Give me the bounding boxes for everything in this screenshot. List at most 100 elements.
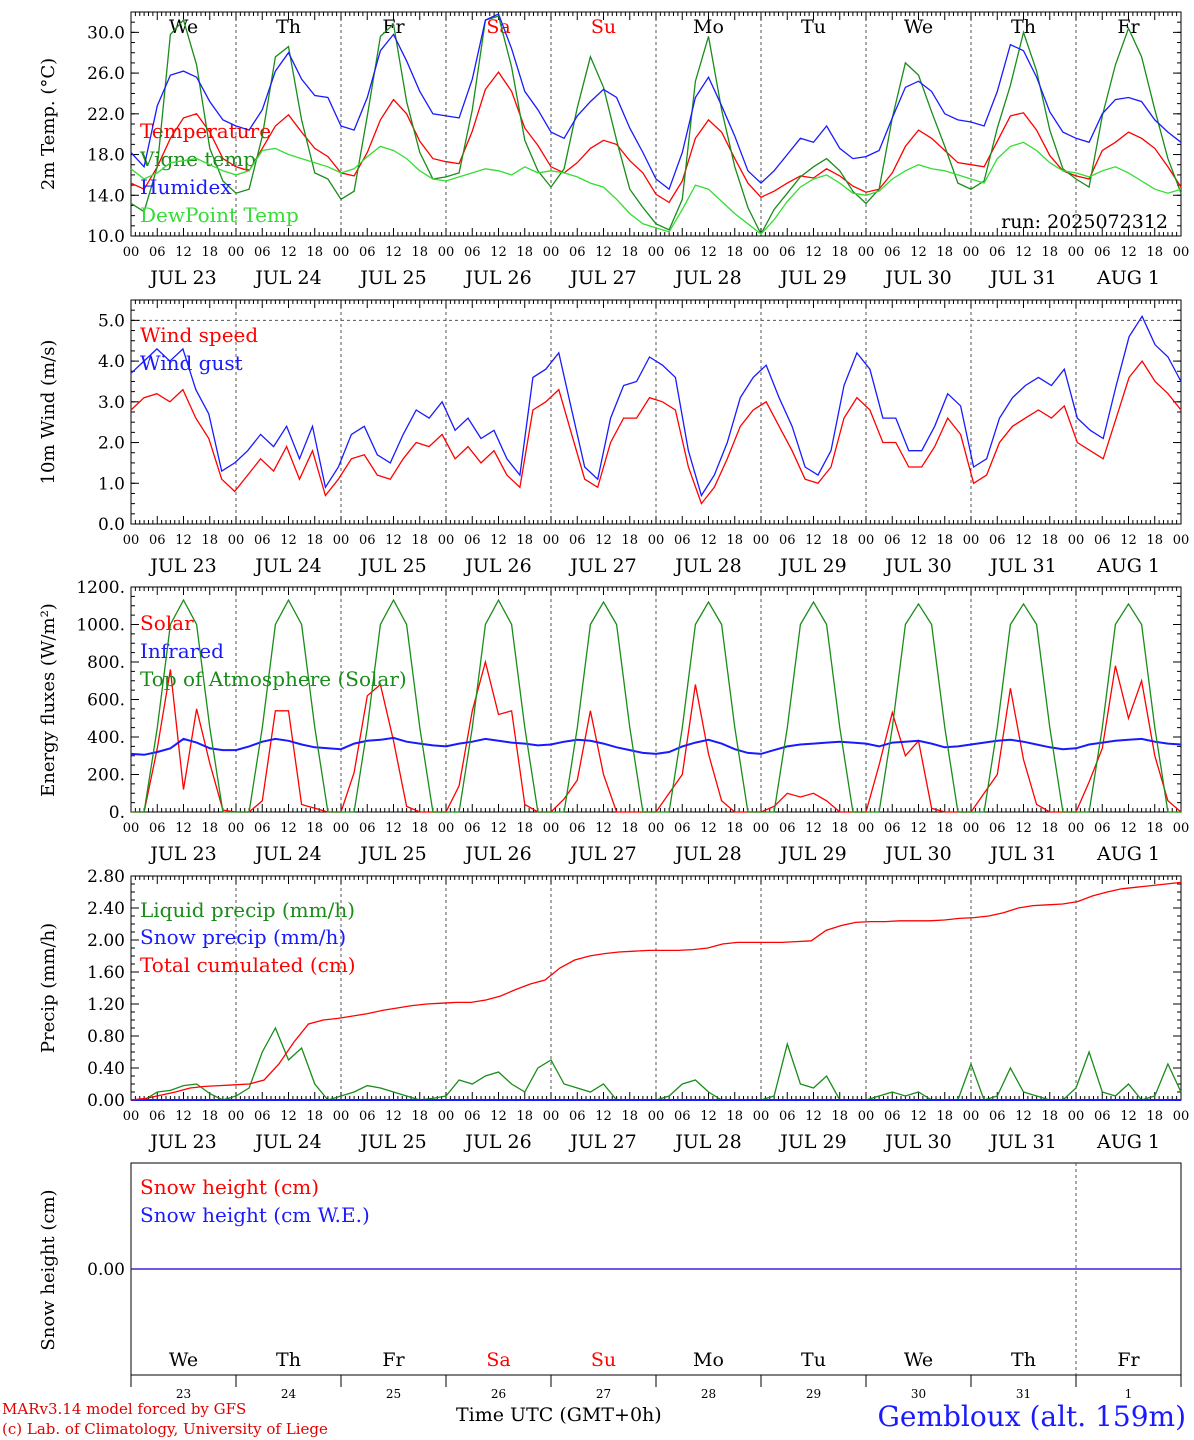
hour-label: 00 (333, 245, 350, 260)
hour-label: 06 (779, 533, 796, 548)
date-label: JUL 23 (148, 843, 216, 865)
legend-entry: DewPoint Temp (140, 203, 299, 227)
hour-label: 06 (569, 1109, 586, 1124)
hour-label: 00 (438, 533, 455, 548)
hour-label: 00 (228, 533, 245, 548)
weekday-label: Fr (382, 1349, 405, 1371)
hour-label: 12 (595, 1109, 612, 1124)
hour-label: 00 (858, 533, 875, 548)
y-tick-label: 800. (87, 653, 125, 673)
date-label: AUG 1 (1096, 1131, 1160, 1153)
date-label: JUL 23 (148, 1131, 216, 1153)
hour-label: 12 (175, 1109, 192, 1124)
hour-label: 06 (359, 821, 376, 836)
hour-label: 06 (149, 1109, 166, 1124)
hour-label: 12 (280, 1109, 297, 1124)
legend-entry: Snow height (cm W.E.) (140, 1203, 370, 1227)
hour-label: 18 (1041, 821, 1058, 836)
hour-label: 12 (595, 245, 612, 260)
legend-entry: Solar (140, 611, 194, 635)
hour-label: 06 (674, 533, 691, 548)
date-label: JUL 30 (883, 555, 951, 577)
hour-label: 06 (1094, 245, 1111, 260)
hour-label: 18 (201, 245, 218, 260)
date-label: JUL 26 (463, 843, 531, 865)
y-tick-label: 30.0 (87, 23, 125, 43)
y-tick-label: 14.0 (87, 186, 125, 206)
y-axis-title: 10m Wind (m/s) (38, 340, 59, 485)
hour-label: 00 (228, 1109, 245, 1124)
hour-label: 00 (228, 821, 245, 836)
hour-label: 06 (464, 533, 481, 548)
y-tick-label: 1.20 (87, 995, 125, 1015)
hour-label: 06 (569, 821, 586, 836)
hour-label: 12 (910, 533, 927, 548)
hour-label: 12 (595, 821, 612, 836)
series-line (131, 598, 1181, 813)
hour-label: 12 (175, 533, 192, 548)
hour-label: 00 (1173, 1109, 1190, 1124)
date-label: JUL 24 (253, 843, 321, 865)
y-tick-label: 200. (87, 766, 125, 786)
weekday-label: Mo (693, 16, 724, 38)
hour-label: 12 (910, 1109, 927, 1124)
hour-label: 12 (805, 821, 822, 836)
hour-label: 18 (621, 533, 638, 548)
hour-label: 00 (1173, 245, 1190, 260)
weekday-label: We (904, 1349, 933, 1371)
hour-label: 06 (1094, 533, 1111, 548)
hour-label: 00 (543, 821, 560, 836)
hour-label: 18 (831, 1109, 848, 1124)
hour-label: 12 (490, 245, 507, 260)
hour-label: 06 (569, 533, 586, 548)
hour-label: 18 (411, 1109, 428, 1124)
hour-label: 18 (1146, 533, 1163, 548)
date-label: AUG 1 (1096, 843, 1160, 865)
y-tick-label: 1000. (76, 616, 125, 636)
y-tick-label: 1.0 (98, 474, 125, 494)
hour-label: 18 (516, 1109, 533, 1124)
hour-label: 18 (201, 533, 218, 548)
hour-label: 00 (963, 1109, 980, 1124)
weekday-label: Su (591, 1349, 616, 1371)
hour-label: 12 (1015, 1109, 1032, 1124)
hour-label: 12 (805, 533, 822, 548)
date-label: JUL 28 (673, 843, 741, 865)
hour-label: 06 (884, 533, 901, 548)
hour-label: 18 (306, 245, 323, 260)
date-label: JUL 31 (988, 1131, 1056, 1153)
hour-label: 06 (359, 245, 376, 260)
date-label: JUL 25 (358, 555, 426, 577)
hour-label: 06 (464, 1109, 481, 1124)
weekday-label: Th (276, 16, 301, 38)
hour-label: 00 (123, 533, 140, 548)
hour-label: 12 (490, 533, 507, 548)
hour-label: 00 (1068, 533, 1085, 548)
date-label: JUL 27 (568, 843, 636, 865)
date-label: JUL 31 (988, 555, 1056, 577)
hour-label: 12 (700, 245, 717, 260)
date-label: JUL 27 (568, 555, 636, 577)
date-label: AUG 1 (1096, 267, 1160, 289)
hour-label: 12 (700, 533, 717, 548)
date-label: JUL 28 (673, 555, 741, 577)
y-tick-label: 2.40 (87, 899, 125, 919)
date-label: JUL 30 (883, 267, 951, 289)
weekday-label: Sa (486, 1349, 510, 1371)
hour-label: 18 (306, 1109, 323, 1124)
day-number-label: 28 (701, 1387, 716, 1401)
hour-label: 06 (884, 1109, 901, 1124)
hour-label: 06 (884, 821, 901, 836)
lab-credit: (c) Lab. of Climatology, University of L… (2, 1420, 328, 1438)
y-axis-title: Snow height (cm) (38, 1189, 59, 1350)
day-number-label: 1 (1125, 1387, 1133, 1401)
hour-label: 18 (621, 1109, 638, 1124)
hour-label: 12 (595, 533, 612, 548)
date-label: JUL 25 (358, 1131, 426, 1153)
y-tick-label: 0.40 (87, 1059, 125, 1079)
hour-label: 06 (674, 1109, 691, 1124)
hour-label: 00 (753, 245, 770, 260)
hour-label: 18 (726, 1109, 743, 1124)
hour-label: 00 (333, 533, 350, 548)
series-line (130, 141, 1182, 235)
